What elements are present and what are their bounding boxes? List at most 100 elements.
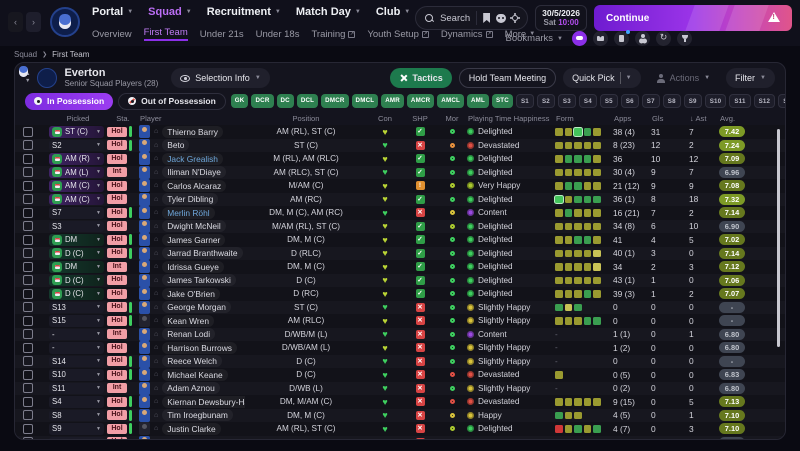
row-checkbox[interactable]	[23, 302, 33, 313]
player-name[interactable]: Iliman N'Diaye	[162, 166, 226, 179]
row-checkbox[interactable]	[23, 153, 33, 164]
row-checkbox[interactable]	[23, 180, 33, 191]
bookmark-icon[interactable]	[483, 13, 491, 23]
table-row[interactable]: DM ▼ Int ⌂ Idrissa Gueye DM, M (C) ♥ ✓ Delighted…	[15, 260, 785, 274]
row-checkbox[interactable]	[23, 423, 33, 434]
table-row[interactable]: S2 ▼ Hol ⌂ Beto ST (C) ♥ ✕ Devastated 8 (23) 12 2 7.…	[15, 138, 785, 152]
player-cell[interactable]: ⌂	[139, 435, 245, 439]
slot-pill-s6[interactable]: S6	[620, 94, 639, 108]
row-checkbox[interactable]	[23, 221, 33, 232]
column-header-playingtimehappiness[interactable]: Playing Time Happiness	[468, 114, 550, 123]
bookmarks-dropdown[interactable]: Bookmarks ▼	[506, 33, 563, 44]
position-pill-amr[interactable]: AMR	[381, 94, 404, 108]
quick-pick-button[interactable]: Quick Pick ▼	[563, 68, 641, 88]
picked-cell[interactable]: - ▼	[49, 328, 104, 340]
table-row[interactable]: - ▼ Int ⌂ Renan Lodi D/WB/M (L) ♥ ✕ Content -1 (1…	[15, 327, 785, 341]
table-row[interactable]: DM ▼ Hol ⌂ James Garner DM, M (C) ♥ ✓ Delighted 4…	[15, 233, 785, 247]
table-row[interactable]: D (C) ▼ Hol ⌂ James Tarkowski D (C) ♥ ✓ Delighte…	[15, 273, 785, 287]
out-of-possession-toggle[interactable]: Out of Possession	[118, 92, 226, 110]
position-pill-dcl[interactable]: DCL	[296, 94, 319, 108]
picked-cell[interactable]: ST (C) ▼	[49, 126, 104, 138]
tab-training[interactable]: Training ↗	[311, 29, 356, 40]
chat-icon[interactable]	[572, 31, 587, 46]
picked-cell[interactable]: - ▼	[49, 342, 104, 354]
table-row[interactable]: S15 ▼ Hol ⌂ Kean Wren AM (RLC) ♥ ✕ Slightly Happ…	[15, 314, 785, 328]
picked-cell[interactable]: S11 ▼	[49, 382, 104, 394]
tab-dynamics[interactable]: Dynamics ↗	[441, 29, 493, 40]
player-cell[interactable]: ⌂ James Garner	[139, 233, 245, 247]
picked-cell[interactable]: D (C) ▼	[49, 247, 104, 259]
picked-cell[interactable]: AM (L) ▼	[49, 166, 104, 178]
player-cell[interactable]: ⌂ Thierno Barry	[139, 125, 245, 139]
player-cell[interactable]: ⌂ Iliman N'Diaye	[139, 165, 245, 179]
search-bar[interactable]: Search	[415, 6, 529, 30]
picked-cell[interactable]: S14 ▼	[49, 355, 104, 367]
picked-cell[interactable]: S9 ▼	[49, 423, 104, 435]
slot-pill-s10[interactable]: S10	[704, 94, 727, 108]
picked-cell[interactable]: S3 ▼	[49, 220, 104, 232]
position-pill-stc[interactable]: STC	[491, 94, 513, 108]
picked-cell[interactable]: DM ▼	[49, 261, 104, 273]
table-row[interactable]: S9 ▼ Hol ⌂ Justin Clarke AM (RL), ST (C) ♥ ✕ Del…	[15, 422, 785, 436]
column-header-player[interactable]: Player	[140, 114, 162, 123]
row-checkbox[interactable]	[23, 194, 33, 205]
slot-pill-s12[interactable]: S12	[753, 94, 776, 108]
slot-pill-s1[interactable]: S1	[515, 94, 534, 108]
position-pill-dmcl[interactable]: DMCL	[351, 94, 379, 108]
sync-icon[interactable]: ↻	[656, 31, 671, 46]
player-name[interactable]: Michael Keane	[162, 368, 228, 381]
player-name[interactable]: Dwight McNeil	[162, 220, 226, 233]
player-cell[interactable]: ⌂ Jack Grealish	[139, 152, 245, 166]
staff-icon[interactable]	[635, 31, 650, 46]
table-row[interactable]: AM (R) ▼ Hol ⌂ Jack Grealish M (RL), AM (RLC)…	[15, 152, 785, 166]
player-cell[interactable]: ⌂ Renan Lodi	[139, 327, 245, 341]
table-row[interactable]: D (C) ▼ Hol ⌂ Jake O'Brien D (RC) ♥ ✓ Delighted 3…	[15, 287, 785, 301]
slot-pill-s4[interactable]: S4	[578, 94, 597, 108]
player-cell[interactable]: ⌂ Jarrad Branthwaite	[139, 246, 245, 260]
picked-cell[interactable]: S4 ▼	[49, 396, 104, 408]
row-checkbox[interactable]	[23, 207, 33, 218]
menu-match-day[interactable]: Match Day ▼	[296, 6, 361, 18]
column-header-mor[interactable]: Mor	[445, 114, 459, 123]
player-name[interactable]: Adam Aznou	[162, 382, 220, 395]
forward-arrow-button[interactable]: ›	[26, 12, 41, 32]
tab-under-21s[interactable]: Under 21s	[200, 29, 244, 40]
actions-dropdown[interactable]: Actions ▼	[648, 68, 719, 88]
player-name[interactable]: Reece Welch	[162, 355, 222, 368]
player-name[interactable]: Tyler Dibling	[162, 193, 219, 206]
menu-club[interactable]: Club ▼	[376, 6, 410, 18]
player-cell[interactable]: ⌂ Harrison Burrows	[139, 341, 245, 355]
breadcrumb-first-team[interactable]: First Team	[52, 50, 90, 59]
tactics-button[interactable]: Tactics	[390, 68, 452, 88]
position-pill-aml[interactable]: AML	[466, 94, 489, 108]
player-name[interactable]: Kiernan Dewsbury-Hall	[162, 395, 245, 408]
row-checkbox[interactable]	[23, 288, 33, 299]
row-checkbox[interactable]	[23, 369, 33, 380]
column-header-picked[interactable]: Picked	[66, 114, 90, 123]
player-cell[interactable]: ⌂ Reece Welch	[139, 354, 245, 368]
player-cell[interactable]: ⌂ Tyler Dibling	[139, 192, 245, 206]
picked-cell[interactable]: AM (R) ▼	[49, 153, 104, 165]
player-cell[interactable]: ⌂ Beto	[139, 138, 245, 152]
column-header-form[interactable]: Form	[556, 114, 574, 123]
column-header-con[interactable]: Con	[378, 114, 392, 123]
vertical-scrollbar[interactable]	[777, 129, 780, 347]
picked-cell[interactable]: S6▼	[49, 436, 104, 439]
column-header-ast[interactable]: ↓ Ast	[690, 114, 707, 123]
row-checkbox[interactable]	[23, 126, 33, 137]
hold-team-meeting-button[interactable]: Hold Team Meeting	[458, 68, 557, 88]
position-pill-gk[interactable]: GK	[230, 94, 249, 108]
picked-cell[interactable]: S8 ▼	[49, 409, 104, 421]
picked-cell[interactable]: S10 ▼	[49, 369, 104, 381]
slot-pill-s7[interactable]: S7	[641, 94, 660, 108]
position-pill-dcr[interactable]: DCR	[251, 94, 274, 108]
player-name[interactable]: Renan Lodi	[162, 328, 216, 341]
player-cell[interactable]: ⌂ George Morgan	[139, 300, 245, 314]
tab-overview[interactable]: Overview	[92, 29, 132, 40]
picked-cell[interactable]: S15 ▼	[49, 315, 104, 327]
table-row[interactable]: AM (C) ▼ Hol ⌂ Carlos Alcaraz M/AM (C) ♥! Very …	[15, 179, 785, 193]
player-name[interactable]: Harrison Burrows	[162, 341, 237, 354]
slot-pill-s11[interactable]: S11	[729, 94, 751, 108]
picked-cell[interactable]: S7 ▼	[49, 207, 104, 219]
player-name[interactable]: Beto	[162, 139, 190, 152]
